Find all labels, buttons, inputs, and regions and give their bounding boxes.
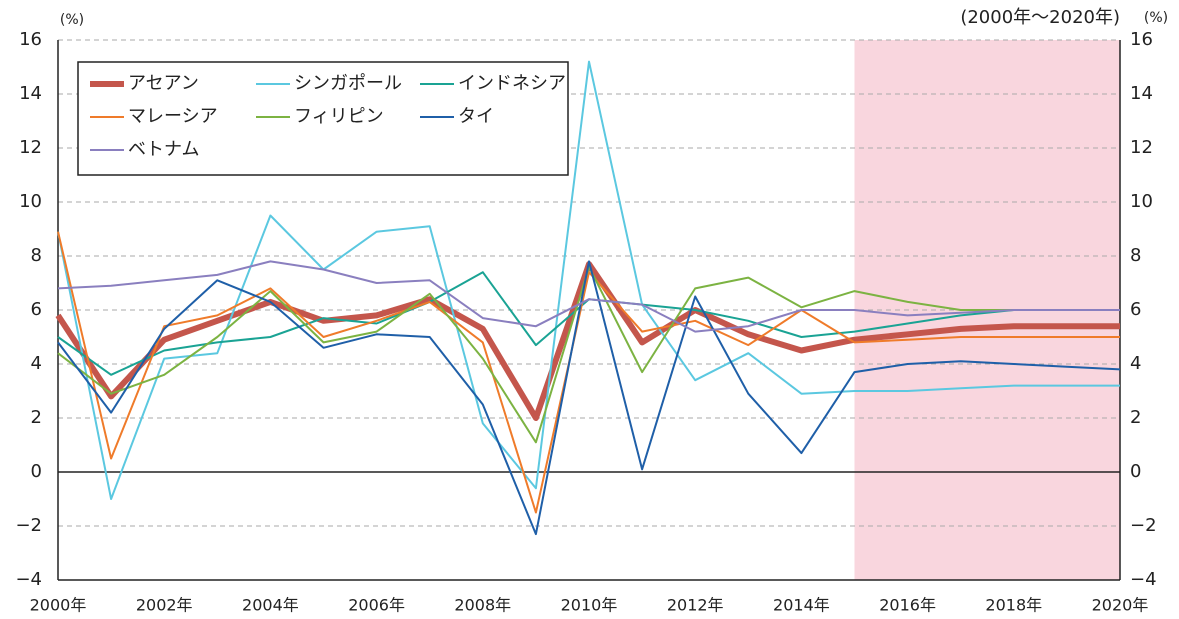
x-tick-label: 2016年 (879, 596, 936, 615)
y2-tick-label: 8 (1130, 245, 1141, 266)
y2-tick-label: −2 (1130, 515, 1157, 536)
x-tick-label: 2006年 (348, 596, 405, 615)
period-label: (2000年～2020年) (960, 7, 1120, 28)
legend-label: インドネシア (458, 73, 566, 94)
legend-box (77, 61, 569, 176)
y2-tick-label: 12 (1130, 137, 1153, 158)
x-tick-label: 2008年 (454, 596, 511, 615)
legend-label: アセアン (128, 73, 199, 94)
x-tick-label: 2002年 (136, 596, 193, 615)
y-tick-label: −4 (15, 569, 42, 590)
x-tick-label: 2018年 (985, 596, 1042, 615)
series-line (57, 265, 1120, 444)
y2-tick-label: 10 (1130, 191, 1153, 212)
y-tick-label: −2 (15, 515, 42, 536)
y-tick-label: 16 (19, 29, 42, 50)
series-line (57, 260, 1121, 536)
y-tick-label: 2 (31, 407, 42, 428)
y-tick-label: 14 (19, 83, 42, 104)
legend-label: マレーシア (128, 106, 218, 127)
y-tick-label: 6 (31, 299, 42, 320)
legend-label: ベトナム (128, 139, 199, 160)
x-tick-label: 2010年 (561, 596, 618, 615)
y2-tick-label: −4 (1130, 569, 1157, 590)
y2-tick-label: 0 (1130, 461, 1141, 482)
legend-label: シンガポール (294, 73, 402, 94)
y2-tick-label: 6 (1130, 299, 1141, 320)
y-tick-label: 0 (31, 461, 42, 482)
y-unit-right: (%) (1144, 10, 1168, 26)
y2-tick-label: 2 (1130, 407, 1141, 428)
y-unit-left: (%) (60, 12, 84, 28)
y2-tick-label: 14 (1130, 83, 1153, 104)
x-tick-label: 2014年 (773, 596, 830, 615)
y-tick-label: 4 (31, 353, 42, 374)
y2-tick-label: 4 (1130, 353, 1141, 374)
y-tick-label: 12 (19, 137, 42, 158)
x-tick-label: 2020年 (1092, 596, 1149, 615)
y-tick-label: 10 (19, 191, 42, 212)
x-tick-label: 2012年 (667, 596, 724, 615)
legend-label: フィリピン (294, 106, 384, 127)
series-line (57, 231, 1120, 514)
y-tick-label: 8 (31, 245, 42, 266)
series-line (57, 260, 1120, 333)
y2-tick-label: 16 (1130, 29, 1153, 50)
x-tick-label: 2004年 (242, 596, 299, 615)
legend-label: タイ (458, 106, 494, 127)
x-tick-label: 2000年 (30, 596, 87, 615)
